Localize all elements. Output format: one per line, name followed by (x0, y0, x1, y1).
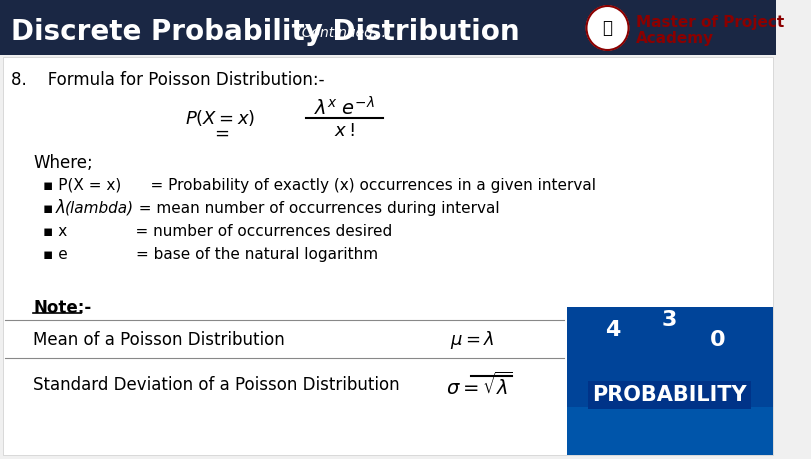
Text: ▪ P(X = x)      = Probability of exactly (x) occurrences in a given interval: ▪ P(X = x) = Probability of exactly (x) … (43, 178, 596, 192)
Text: 4: 4 (605, 320, 620, 340)
Text: $\sigma = \sqrt{\lambda}$: $\sigma = \sqrt{\lambda}$ (446, 371, 513, 398)
Text: Master of Project: Master of Project (636, 15, 784, 29)
FancyBboxPatch shape (0, 0, 776, 55)
Text: Where;: Where; (33, 154, 93, 172)
Circle shape (586, 6, 629, 50)
Text: Mean of a Poisson Distribution: Mean of a Poisson Distribution (33, 331, 285, 349)
Text: 8.    Formula for Poisson Distribution:-: 8. Formula for Poisson Distribution:- (11, 71, 325, 89)
FancyBboxPatch shape (568, 307, 773, 407)
Text: Standard Deviation of a Poisson Distribution: Standard Deviation of a Poisson Distribu… (33, 376, 400, 394)
Text: $\mu = \lambda$: $\mu = \lambda$ (449, 329, 494, 351)
Text: $x\,!$: $x\,!$ (334, 122, 354, 140)
Text: Academy: Academy (636, 30, 714, 45)
FancyBboxPatch shape (3, 57, 773, 455)
Text: ▪ x              = number of occurrences desired: ▪ x = number of occurrences desired (43, 224, 393, 239)
Text: $\lambda^x \; e^{-\lambda}$: $\lambda^x \; e^{-\lambda}$ (314, 96, 375, 120)
FancyBboxPatch shape (568, 307, 773, 455)
Text: 5: 5 (605, 390, 620, 410)
Text: (Continued...): (Continued...) (292, 25, 391, 39)
Text: ▪: ▪ (43, 201, 58, 215)
Text: (lambda): (lambda) (65, 201, 134, 215)
Text: Note:-: Note:- (33, 299, 92, 317)
Text: $\lambda$: $\lambda$ (54, 199, 66, 217)
Text: = mean number of occurrences during interval: = mean number of occurrences during inte… (129, 201, 500, 215)
Text: 3: 3 (662, 310, 677, 330)
Text: ▪ e              = base of the natural logarithm: ▪ e = base of the natural logarithm (43, 246, 378, 262)
Text: $P(X=x)$: $P(X=x)$ (185, 108, 255, 128)
Text: 0: 0 (710, 330, 725, 350)
Text: 🏃: 🏃 (603, 19, 612, 37)
Text: Discrete Probability Distribution: Discrete Probability Distribution (11, 18, 520, 46)
Text: PROBABILITY: PROBABILITY (592, 385, 747, 405)
Text: $=$: $=$ (211, 124, 230, 142)
